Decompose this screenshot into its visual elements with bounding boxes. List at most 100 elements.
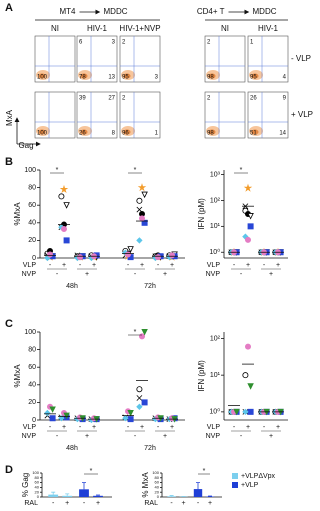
quadrant-value: 95 — [122, 75, 129, 81]
time-label: 48h — [66, 445, 78, 452]
y-tick-label: 10¹ — [210, 223, 221, 230]
data-point — [247, 223, 254, 230]
sign-label: - — [79, 424, 82, 431]
panel-label: D — [5, 464, 13, 476]
quadrant-value: 39 — [79, 96, 86, 102]
sign-label: + — [62, 262, 66, 269]
sign-label: - — [263, 262, 266, 269]
data-point — [244, 343, 251, 350]
sign-label: - — [127, 424, 130, 431]
y-tick-label: 20 — [28, 237, 36, 244]
quadrant-value: 26 — [250, 96, 257, 102]
legend-swatch — [232, 482, 238, 488]
data-point — [141, 329, 148, 336]
y-tick-label: 10³ — [210, 171, 221, 178]
flow-events — [251, 129, 259, 135]
bar — [193, 489, 203, 497]
data-point — [141, 219, 148, 226]
quadrant-value: 2 — [207, 96, 211, 102]
data-point — [63, 412, 70, 420]
bar — [48, 494, 59, 497]
sign-label: - — [49, 424, 52, 431]
flow-events — [208, 73, 216, 79]
quadrant-value: 4 — [283, 75, 287, 81]
data-point — [244, 236, 251, 243]
data-point — [141, 399, 148, 406]
sign-label: + — [276, 424, 280, 431]
y-tick-label: 40 — [155, 484, 160, 489]
group-target: MDDC — [104, 7, 128, 16]
sign-label: + — [276, 262, 280, 269]
sign-label: + — [62, 424, 66, 431]
bar — [167, 496, 176, 497]
y-tick-label: 0 — [32, 417, 36, 424]
y-tick-label: 0 — [32, 255, 36, 262]
row-label: NVP — [206, 433, 221, 440]
y-tick-label: 100 — [24, 329, 36, 336]
data-point — [63, 237, 70, 244]
sign-label: + — [163, 433, 167, 440]
sign-label: + — [246, 424, 250, 431]
y-tick-label: 10² — [210, 197, 221, 204]
row-label: NVP — [22, 433, 37, 440]
sign-label: - — [263, 424, 266, 431]
bar — [79, 489, 89, 497]
quadrant-value: 8 — [112, 131, 116, 137]
row-label: VLP — [23, 424, 37, 431]
sign-label: - — [157, 424, 160, 431]
quadrant-value: 13 — [108, 75, 115, 81]
y-tick-label: 100 — [32, 470, 39, 475]
sign-label: + — [269, 271, 273, 278]
sign-label: + — [269, 433, 273, 440]
flow-events — [123, 129, 131, 135]
quadrant-value: 14 — [279, 131, 286, 137]
quadrant-value: 2 — [207, 40, 211, 46]
data-point — [242, 408, 249, 416]
data-point — [141, 191, 148, 199]
sign-label: + — [170, 262, 174, 269]
y-tick-label: 60 — [155, 480, 160, 485]
data-point — [242, 372, 249, 379]
legend-swatch — [232, 473, 238, 479]
sign-label: - — [134, 271, 137, 278]
quadrant-value: 1 — [250, 40, 254, 46]
data-point — [61, 225, 68, 232]
data-point — [136, 197, 143, 204]
sign-label: + — [92, 424, 96, 431]
axis-label: RAL — [24, 500, 38, 507]
y-tick-label: 100 — [152, 470, 159, 475]
data-point — [243, 183, 253, 192]
data-point — [136, 403, 143, 410]
error-bar — [196, 482, 200, 490]
sign-label: - — [49, 262, 52, 269]
sign-label: - — [233, 262, 236, 269]
sign-label: + — [96, 500, 100, 507]
flow-events — [208, 129, 216, 135]
column-label: NI — [221, 24, 229, 33]
sign-label: + — [170, 424, 174, 431]
row-label: VLP — [23, 262, 37, 269]
y-tick-label: 0 — [157, 494, 160, 499]
data-point — [138, 333, 145, 340]
data-point — [122, 415, 129, 422]
quadrant-value: 95 — [250, 75, 257, 81]
quadrant-value: 51 — [250, 131, 257, 137]
column-label: NI — [51, 24, 59, 33]
sign-label: + — [85, 433, 89, 440]
quadrant-value: 98 — [207, 131, 214, 137]
y-tick-label: 40 — [28, 220, 36, 227]
sign-label: - — [157, 262, 160, 269]
significance-star: * — [240, 167, 243, 174]
legend-label: +VLP — [241, 482, 259, 489]
sign-label: - — [56, 271, 59, 278]
data-point — [58, 415, 65, 422]
sign-label: - — [56, 433, 59, 440]
sign-label: - — [79, 262, 82, 269]
y-tick-label: 10¹ — [210, 372, 221, 379]
sign-label: + — [85, 271, 89, 278]
flow-events — [38, 73, 46, 79]
time-label: 48h — [66, 283, 78, 290]
column-label: HIV-1+NVP — [119, 24, 160, 33]
y-tick-label: 80 — [28, 184, 36, 191]
flow-plot — [204, 35, 246, 83]
